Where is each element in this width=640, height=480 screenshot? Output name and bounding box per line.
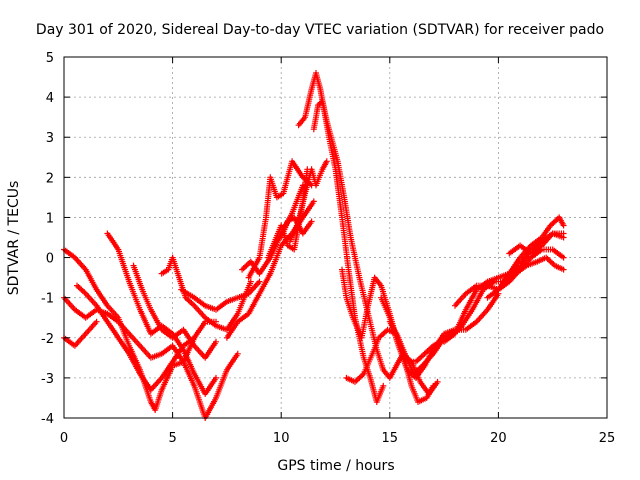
x-axis-label: GPS time / hours: [277, 458, 394, 474]
marker-points: [484, 246, 567, 301]
y-tick-label: -1: [41, 292, 54, 307]
x-tick-label: 10: [273, 431, 290, 446]
data-markers: [61, 70, 567, 421]
axis-ticks: 0 5 10 15 20 25 -4 -3 -2 -1 0 1 2 3 4 5: [41, 51, 615, 446]
y-tick-label: -4: [41, 412, 54, 427]
series-track-14: [286, 158, 330, 245]
series-track-3: [61, 318, 100, 349]
y-tick-label: 4: [46, 91, 54, 106]
x-tick-label: 20: [490, 431, 507, 446]
y-tick-label: -3: [41, 372, 54, 387]
y-tick-label: -2: [41, 332, 54, 347]
series-track-4: [74, 282, 198, 393]
marker-points: [104, 230, 219, 397]
marker-points: [61, 318, 100, 349]
y-axis-label: SDTVAR / TECUs: [6, 181, 22, 296]
marker-points: [386, 254, 567, 365]
x-tick-label: 5: [168, 431, 176, 446]
marker-points: [245, 158, 315, 281]
series-track-6: [130, 262, 219, 361]
marker-points: [74, 282, 198, 393]
x-tick-label: 25: [599, 431, 616, 446]
y-tick-label: 2: [46, 171, 54, 186]
series-track-23: [484, 246, 567, 301]
series-track-24: [506, 230, 567, 257]
plot-frame: [63, 56, 608, 419]
marker-points: [178, 278, 263, 313]
marker-points: [223, 198, 317, 341]
y-tick-label: 3: [46, 131, 54, 146]
x-tick-label: 0: [60, 431, 68, 446]
series-track-5: [104, 230, 219, 397]
x-tick-label: 15: [382, 431, 399, 446]
series-track-11: [245, 158, 315, 281]
marker-points: [506, 230, 567, 257]
marker-points: [286, 158, 330, 245]
y-tick-label: 1: [46, 211, 54, 226]
series-track-8: [178, 278, 263, 313]
chart-title: Day 301 of 2020, Sidereal Day-to-day VTE…: [36, 22, 604, 38]
gridlines: [64, 57, 607, 418]
series-track-20: [386, 254, 567, 365]
y-tick-label: 5: [46, 51, 54, 66]
marker-points: [130, 262, 219, 361]
y-tick-label: 0: [46, 252, 54, 267]
series-track-9: [223, 198, 317, 341]
